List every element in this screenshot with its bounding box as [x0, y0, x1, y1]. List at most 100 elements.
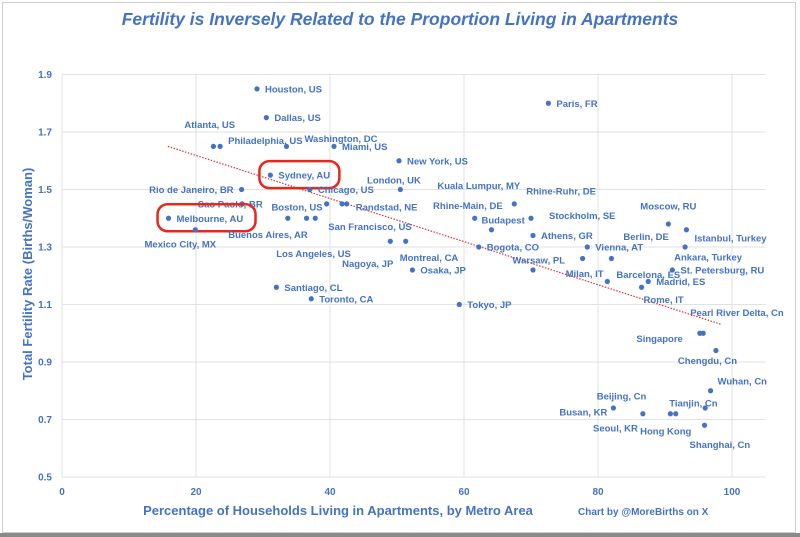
point-marker: [528, 215, 534, 221]
point-marker: [697, 330, 703, 336]
x-tick-label: 80: [592, 487, 604, 498]
point-marker: [312, 215, 318, 221]
highlight-box: [258, 159, 341, 190]
point-marker: [545, 100, 552, 106]
point-label: Bogota, CO: [487, 243, 539, 254]
data-points: Houston, US Dallas, US Atlanta, US Philadel…: [145, 84, 784, 450]
point-marker: [403, 238, 409, 244]
point-label: Boston, US: [271, 202, 322, 213]
point-label: Warsaw, PL: [512, 256, 565, 267]
data-point: Vienna, AT: [584, 243, 643, 254]
y-tick-label: 1.7: [38, 128, 52, 139]
point-label: London, UK: [367, 175, 421, 186]
data-point: Stockholm, SE: [528, 211, 616, 222]
data-point: Buenos Aires, AR: [228, 215, 308, 241]
chart-credit: Chart by @MoreBirths on X: [578, 507, 709, 518]
data-point: New York, US: [396, 156, 468, 167]
point-label: Paris, FR: [556, 99, 597, 110]
data-point: Rome, IT: [638, 284, 684, 306]
point-marker: [604, 278, 610, 285]
tick-labels: 0.5 0.7 0.9 1.1 1.3 1.5 1.7 1.9 0 20 40 60 80 100: [38, 70, 741, 498]
point-label: Houston, US: [265, 84, 322, 95]
chart-title: Fertility is Inversely Related to the Pr…: [122, 9, 679, 29]
point-label: Berlin, DE: [623, 232, 668, 243]
data-point: Shanghai, Cn: [690, 422, 751, 451]
x-tick-label: 40: [324, 487, 336, 498]
point-label: Santiago, CL: [284, 283, 342, 294]
point-label: Toronto, CA: [319, 294, 373, 305]
point-marker: [579, 255, 586, 262]
data-point: Randstad, NE: [344, 201, 418, 213]
data-point: Athens, GR: [530, 231, 593, 242]
data-point: Rhine-Main, DE: [433, 201, 503, 221]
point-label: Mexico City, MX: [145, 239, 217, 250]
point-label: Atlanta, US: [184, 120, 235, 131]
data-point: Miami, US: [331, 142, 387, 153]
y-axis-title: Total Fertility Rate (Births/Woman): [20, 168, 35, 381]
point-label: Kuala Lumpur, MY: [437, 181, 521, 192]
point-label: Shanghai, Cn: [690, 440, 751, 451]
point-marker: [701, 422, 708, 428]
point-marker: [584, 244, 590, 250]
point-marker: [476, 244, 482, 250]
data-point: Chicago, US: [307, 185, 374, 196]
data-point: Pearl River Delta, Cn: [690, 308, 784, 336]
point-label: Wuhan, Cn: [718, 376, 768, 387]
data-point: Los Angeles, US: [276, 215, 351, 260]
point-marker: [283, 143, 290, 149]
point-marker: [702, 405, 708, 411]
point-label: Chengdu, Cn: [678, 356, 737, 367]
point-label: Busan, KR: [559, 408, 607, 419]
point-label: Rhine-Ruhr, DE: [526, 186, 596, 197]
point-marker: [331, 143, 337, 149]
data-point: Mexico City, MX: [145, 227, 217, 250]
point-label: Stockholm, SE: [549, 211, 616, 222]
data-point: Seoul, KR: [593, 411, 646, 434]
data-point: Osaka, JP: [409, 266, 466, 277]
point-marker: [210, 143, 217, 149]
data-point: Nagoya, JP: [342, 238, 394, 270]
point-marker: [285, 215, 291, 221]
data-point: London, UK: [339, 175, 421, 207]
y-tick-label: 1.1: [38, 300, 52, 311]
data-point: Tokyo, JP: [456, 300, 512, 311]
point-marker: [409, 267, 416, 273]
data-point: Chengdu, Cn: [678, 347, 737, 367]
highlight-box: [156, 203, 257, 233]
point-marker: [530, 267, 536, 273]
point-marker: [308, 296, 314, 302]
point-label: St. Petersburg, RU: [680, 266, 764, 277]
data-point: Sydney, AU: [258, 159, 341, 190]
point-label: Milan, IT: [566, 269, 604, 280]
point-label: Chicago, US: [318, 185, 374, 196]
data-point: Dallas, US: [263, 113, 321, 124]
data-point: Boston, US: [271, 201, 330, 213]
data-point: Budapest: [481, 215, 526, 233]
data-point: Ankara, Turkey: [674, 244, 743, 264]
point-marker: [217, 143, 223, 149]
point-marker: [165, 215, 172, 221]
point-label: Nagoya, JP: [342, 259, 394, 270]
point-label: Melbourne, AU: [177, 214, 244, 225]
point-marker: [307, 186, 313, 193]
data-point: Rio de Janeiro, BR: [149, 185, 245, 196]
point-label: Randstad, NE: [356, 202, 418, 213]
point-marker: [263, 115, 269, 121]
point-marker: [387, 238, 393, 244]
x-tick-label: 20: [190, 487, 202, 498]
point-label: Athens, GR: [541, 231, 593, 242]
data-point: Rhine-Ruhr, DE: [511, 186, 596, 207]
data-point: Tianjin, Cn: [669, 399, 718, 411]
point-label: Dallas, US: [274, 113, 320, 124]
point-marker: [273, 284, 279, 290]
point-label: Hong Kong: [640, 426, 691, 437]
point-label: Vienna, AT: [595, 243, 643, 254]
point-marker: [608, 255, 615, 262]
point-marker: [396, 158, 402, 164]
point-label: Singapore: [636, 334, 682, 345]
point-marker: [610, 405, 617, 411]
data-point: Santiago, CL: [273, 283, 343, 294]
y-tick-label: 0.7: [38, 415, 52, 426]
point-marker: [192, 227, 198, 233]
